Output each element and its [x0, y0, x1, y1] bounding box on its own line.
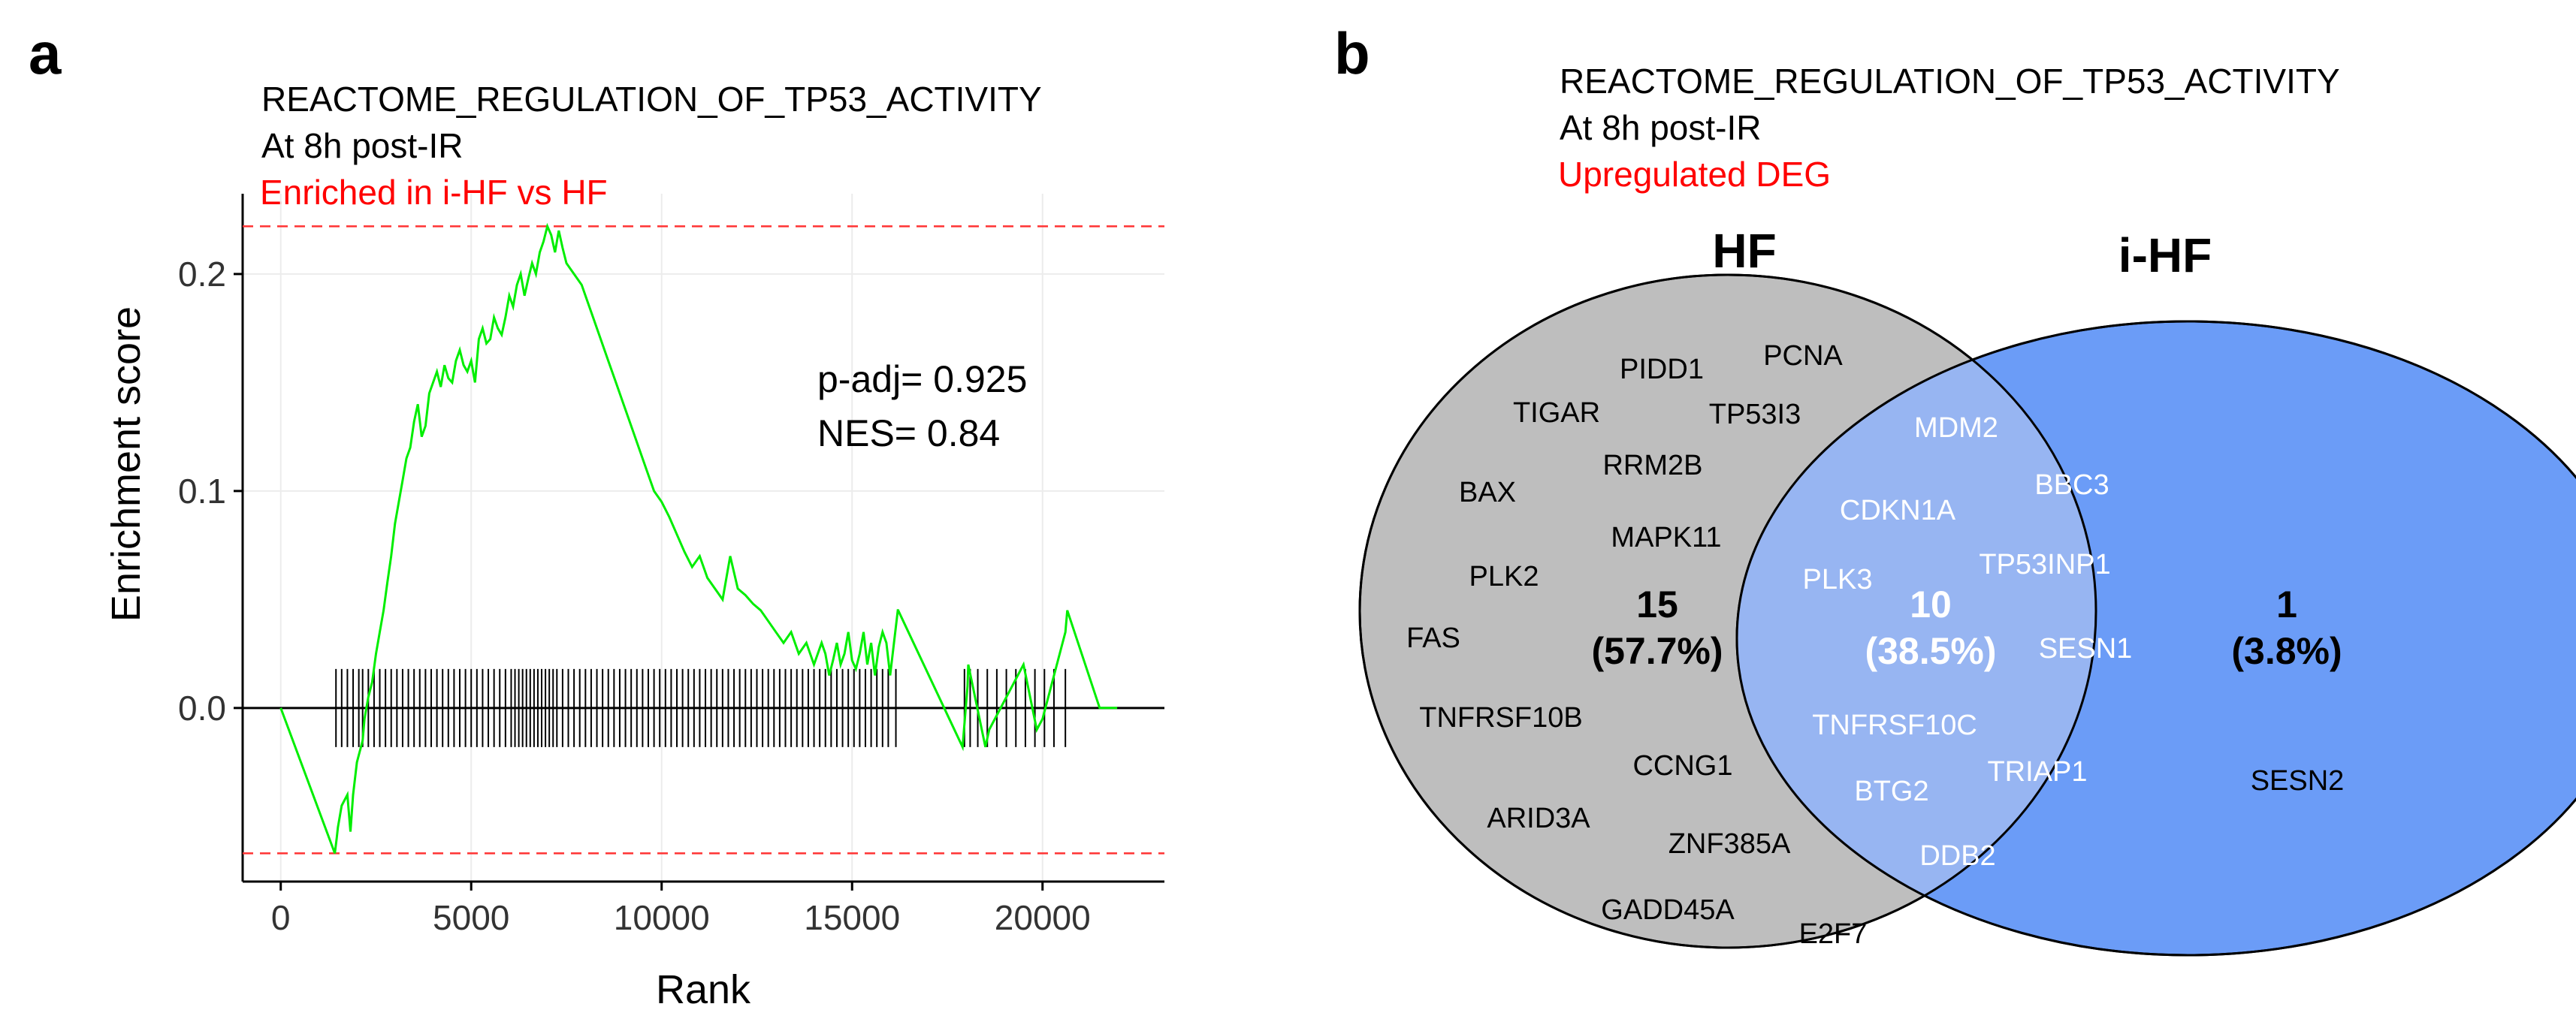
overlap-percent: (38.5%)	[1865, 630, 1996, 672]
gene-label: RRM2B	[1602, 450, 1702, 481]
set-label-hf: HF	[1712, 224, 1776, 278]
venn-outline-hf	[1358, 273, 2097, 949]
overlap-count: 10	[1910, 583, 1952, 626]
x-ticks: 0 5000 10000 15000 20000	[271, 882, 1091, 937]
panel-a-letter: a	[29, 20, 62, 86]
gene-label: PCNA	[1763, 340, 1843, 372]
gene-label: BBC3	[2034, 469, 2109, 501]
panel-a-subtitle: At 8h post-IR	[261, 126, 463, 165]
x-axis-label: Rank	[656, 967, 751, 1012]
gene-label: PLK2	[1469, 561, 1539, 592]
gene-label: TP53INP1	[1979, 549, 2110, 580]
gene-label: TIGAR	[1513, 397, 1600, 429]
y-tick-label: 0.0	[178, 689, 226, 728]
overlap-genes: MDM2 BBC3 CDKN1A TP53INP1 PLK3 SESN1 TNF…	[1803, 412, 2133, 872]
x-tick-label: 0	[271, 898, 291, 937]
gene-label: BTG2	[1854, 776, 1928, 807]
panel-a-enriched-label: Enriched in i-HF vs HF	[260, 173, 608, 212]
ihf-only-count: 1	[2276, 583, 2297, 626]
set-label-ihf: i-HF	[2118, 228, 2212, 282]
gene-label: SESN2	[2251, 765, 2345, 797]
gene-label: FAS	[1406, 623, 1460, 654]
gene-label: PLK3	[1803, 564, 1873, 595]
hit-barcode	[335, 668, 1067, 747]
panel-a: a REACTOME_REGULATION_OF_TP53_ACTIVITY A…	[29, 20, 1164, 1012]
gene-label: TNFRSF10B	[1419, 702, 1582, 734]
x-tick-label: 5000	[433, 898, 509, 937]
venn-outline-ihf	[1735, 320, 2576, 957]
gene-label: BAX	[1459, 477, 1516, 508]
x-tick-label: 10000	[614, 898, 710, 937]
venn-overlap-region	[1737, 321, 2096, 948]
hf-only-count: 15	[1636, 583, 1678, 626]
x-tick-label: 15000	[804, 898, 900, 937]
padj-stat: p-adj= 0.925	[817, 358, 1027, 400]
gene-label: E2F7	[1799, 918, 1868, 950]
hf-only-genes: PIDD1 PCNA TIGAR TP53I3 RRM2B BAX MAPK11…	[1406, 340, 1867, 950]
panel-a-grid	[243, 194, 1164, 882]
panel-a-title: REACTOME_REGULATION_OF_TP53_ACTIVITY	[261, 80, 1042, 119]
panel-b-letter: b	[1334, 20, 1370, 86]
gene-label: MAPK11	[1611, 522, 1721, 553]
gene-label: ZNF385A	[1669, 828, 1791, 860]
gene-label: TNFRSF10C	[1812, 710, 1977, 741]
enrichment-score-curve	[279, 222, 1118, 854]
hf-only-percent: (57.7%)	[1591, 630, 1723, 672]
y-ticks: 0.0 0.1 0.2	[178, 255, 243, 728]
y-tick-label: 0.2	[178, 255, 226, 294]
gene-label: SESN1	[2039, 633, 2133, 665]
nes-stat: NES= 0.84	[817, 412, 1000, 454]
y-tick-label: 0.1	[178, 472, 226, 511]
panel-b-subtitle: At 8h post-IR	[1560, 108, 1761, 147]
gene-label: DDB2	[1919, 840, 1995, 872]
panel-b-title: REACTOME_REGULATION_OF_TP53_ACTIVITY	[1560, 62, 2340, 101]
ihf-only-percent: (3.8%)	[2231, 630, 2342, 672]
gene-label: GADD45A	[1601, 894, 1735, 926]
panel-b-deg-label: Upregulated DEG	[1558, 155, 1831, 194]
es-threshold-lines	[243, 225, 1164, 855]
gene-label: ARID3A	[1487, 803, 1590, 834]
x-tick-label: 20000	[995, 898, 1091, 937]
gene-label: TP53I3	[1709, 399, 1801, 430]
gene-label: MDM2	[1914, 412, 1998, 444]
gene-label: TRIAP1	[1987, 756, 2087, 788]
gene-label: PIDD1	[1620, 354, 1704, 385]
panel-b: b REACTOME_REGULATION_OF_TP53_ACTIVITY A…	[1334, 20, 2576, 957]
gene-label: CCNG1	[1632, 750, 1732, 782]
gene-label: CDKN1A	[1840, 495, 1956, 526]
y-axis-label: Enrichment score	[104, 306, 149, 622]
